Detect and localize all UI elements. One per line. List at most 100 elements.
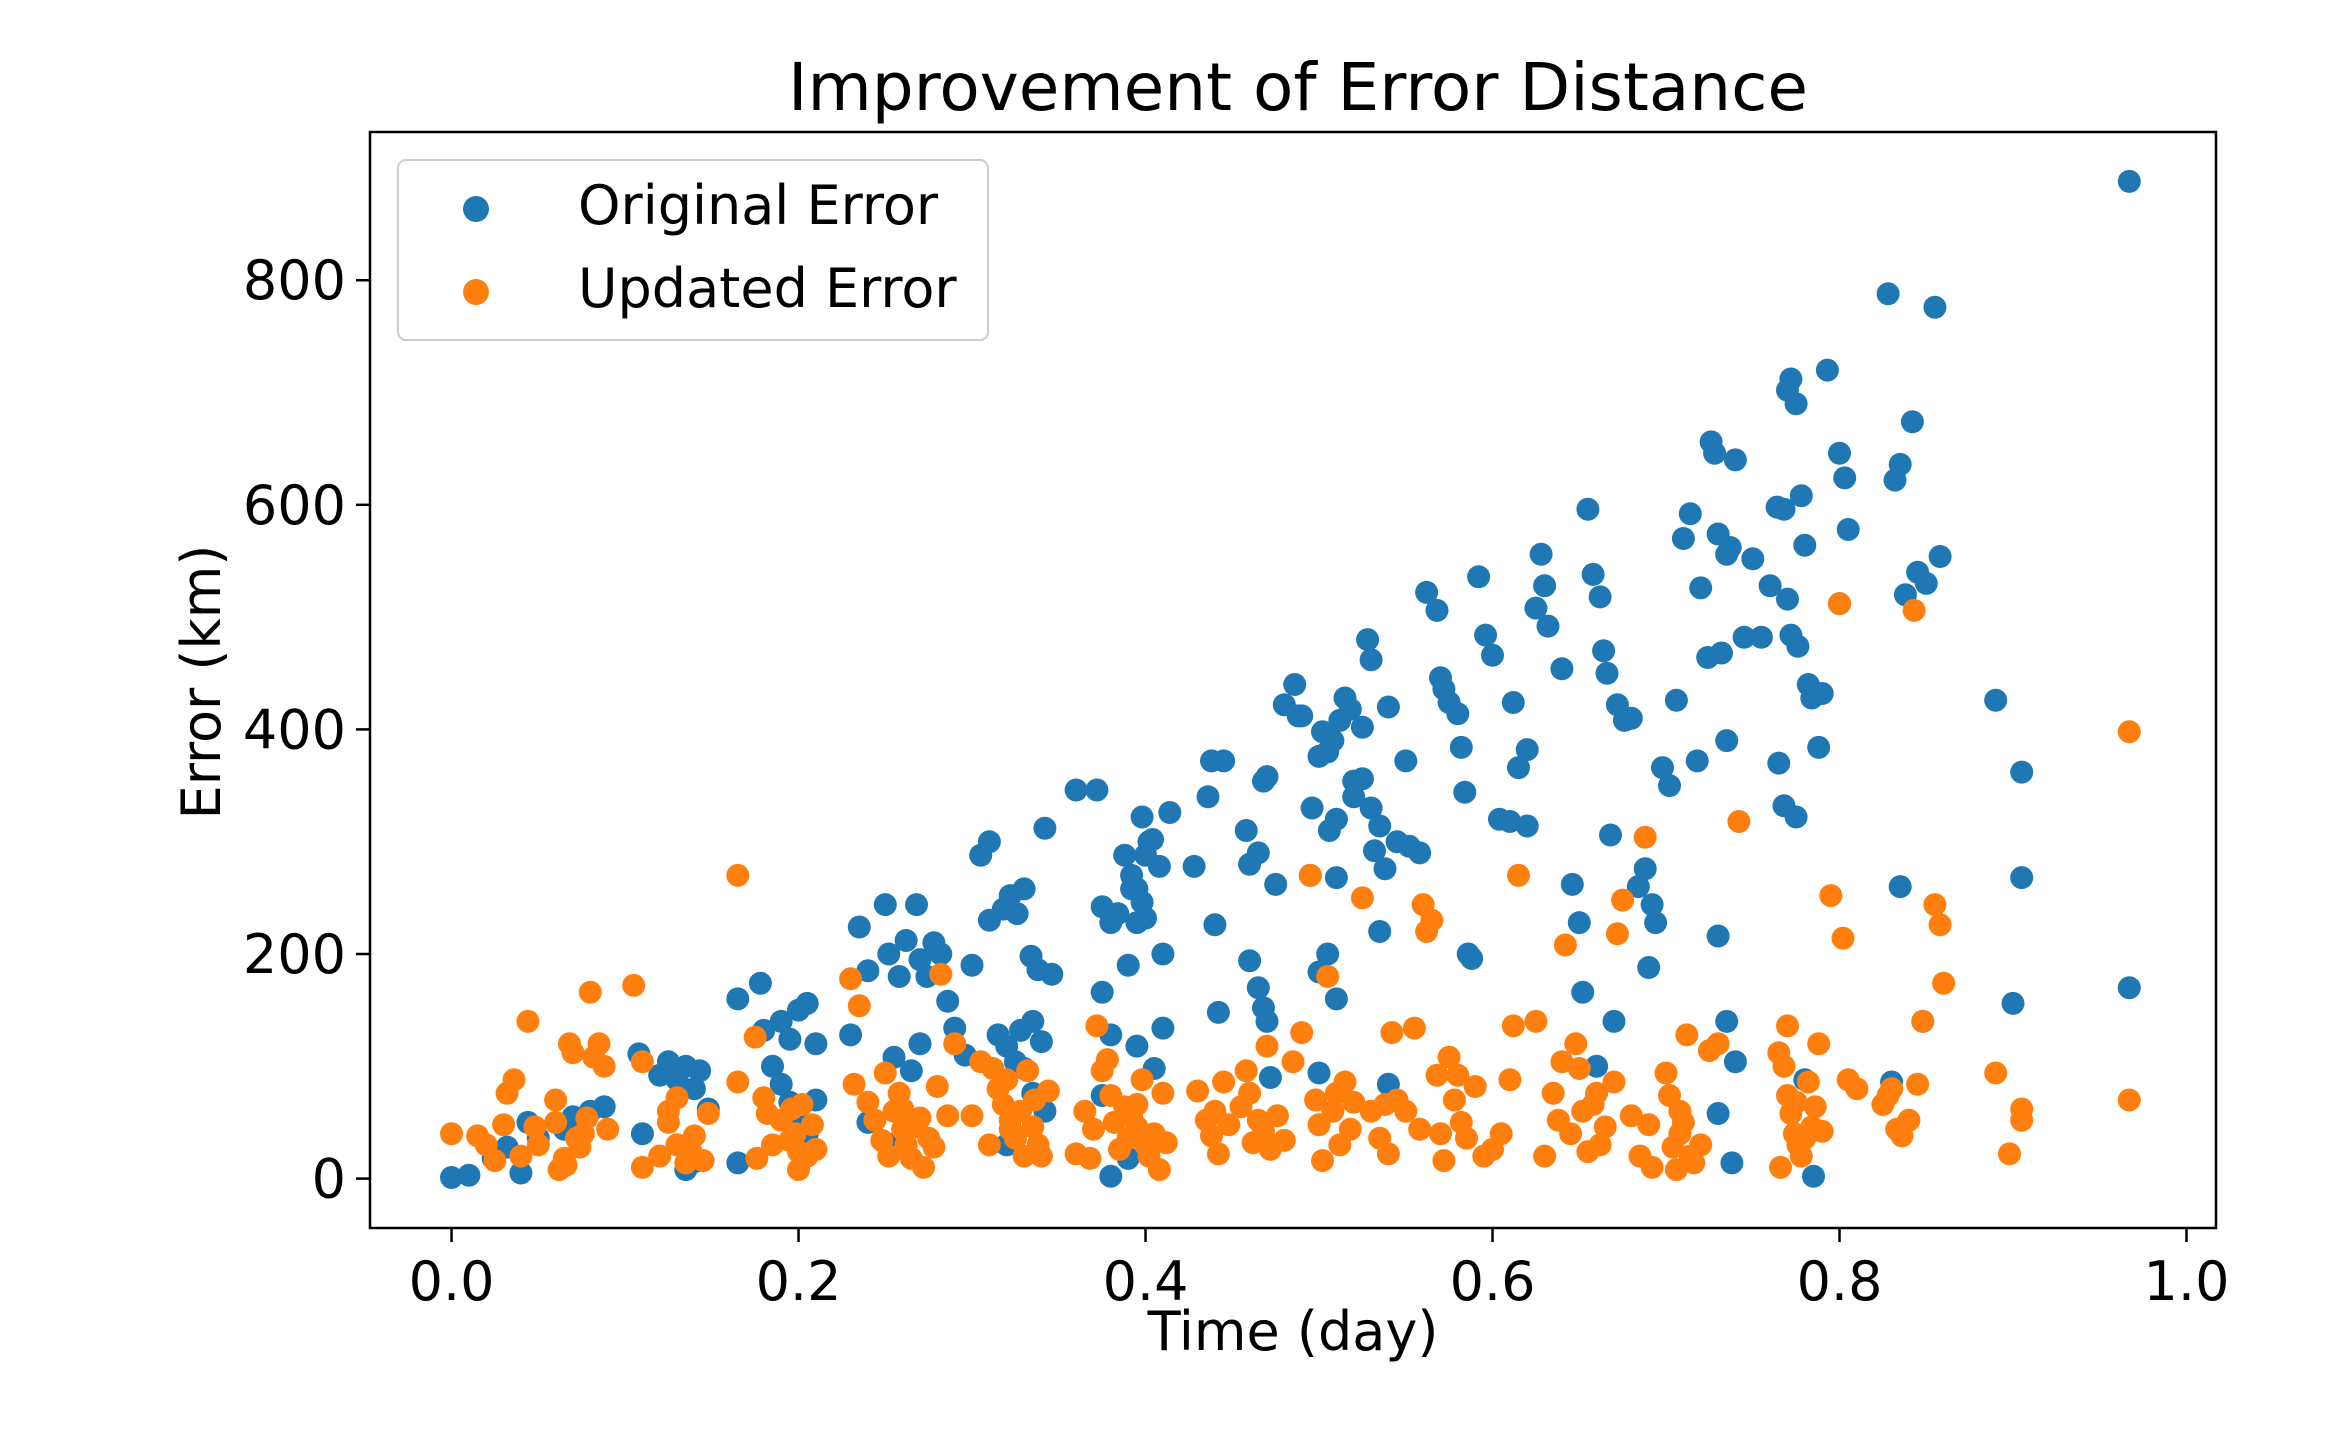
data-point bbox=[1984, 1061, 2008, 1085]
data-point bbox=[1321, 1099, 1345, 1123]
data-point bbox=[1453, 780, 1477, 804]
data-point bbox=[887, 965, 911, 988]
data-point bbox=[1186, 1079, 1210, 1103]
data-point bbox=[1689, 1133, 1713, 1157]
data-point bbox=[1588, 1133, 1612, 1157]
data-point bbox=[1599, 823, 1622, 847]
data-point bbox=[1689, 576, 1713, 600]
data-point bbox=[1776, 1014, 1799, 1038]
data-point bbox=[1283, 673, 1307, 696]
data-point bbox=[1923, 893, 1947, 917]
data-point bbox=[1914, 571, 1938, 595]
data-point bbox=[922, 1135, 946, 1159]
data-point bbox=[1033, 816, 1057, 840]
data-point bbox=[929, 942, 953, 966]
data-point bbox=[2001, 991, 2025, 1015]
x-axis: 0.0 0.2 0.4 0.6 0.8 1.0 bbox=[409, 1228, 2229, 1313]
data-point bbox=[1234, 1059, 1258, 1083]
data-point bbox=[1626, 875, 1650, 899]
data-point bbox=[1706, 924, 1730, 948]
data-point bbox=[1238, 949, 1262, 973]
data-point bbox=[1772, 497, 1796, 521]
data-point bbox=[1498, 1068, 1522, 1092]
data-point bbox=[1524, 596, 1548, 620]
data-point bbox=[587, 1032, 611, 1056]
data-point bbox=[1897, 1108, 1921, 1132]
data-point bbox=[748, 971, 772, 995]
data-point bbox=[1803, 1095, 1827, 1119]
y-axis-label: Error (km) bbox=[170, 545, 233, 820]
data-point bbox=[1507, 863, 1530, 887]
data-point bbox=[1776, 587, 1799, 611]
data-point bbox=[561, 1041, 585, 1065]
data-point bbox=[877, 942, 901, 966]
data-point bbox=[1085, 778, 1109, 802]
data-point bbox=[1265, 1104, 1289, 1128]
data-point bbox=[743, 1025, 767, 1049]
data-point bbox=[1723, 448, 1747, 472]
data-point bbox=[440, 1122, 463, 1146]
data-point bbox=[1529, 542, 1553, 566]
data-point bbox=[578, 980, 602, 1004]
data-point bbox=[1446, 702, 1470, 726]
data-point bbox=[1182, 854, 1206, 878]
data-point bbox=[1437, 1045, 1461, 1069]
data-point bbox=[1429, 1122, 1452, 1146]
data-point bbox=[1255, 765, 1279, 789]
data-point bbox=[1246, 841, 1270, 865]
data-point bbox=[977, 830, 1001, 854]
data-point bbox=[1281, 1050, 1305, 1074]
data-point bbox=[1741, 547, 1765, 571]
data-point bbox=[1515, 814, 1539, 838]
data-point bbox=[800, 1113, 824, 1137]
data-point bbox=[1718, 536, 1742, 559]
data-point bbox=[509, 1161, 533, 1185]
data-point bbox=[592, 1095, 616, 1119]
data-point bbox=[936, 1104, 960, 1128]
data-point bbox=[891, 1097, 915, 1121]
data-point bbox=[1786, 634, 1810, 658]
data-point bbox=[1290, 704, 1314, 728]
data-point bbox=[842, 1072, 866, 1096]
x-tick-label: 0.0 bbox=[409, 1250, 495, 1313]
data-point bbox=[516, 1009, 540, 1033]
data-point bbox=[1715, 1009, 1739, 1033]
data-point bbox=[877, 1144, 901, 1168]
data-point bbox=[1651, 756, 1674, 780]
plot-frame bbox=[368, 130, 2218, 1230]
data-point bbox=[2117, 976, 2141, 1000]
data-point bbox=[1567, 1057, 1591, 1080]
data-point bbox=[1585, 1054, 1609, 1078]
data-point bbox=[1376, 695, 1400, 719]
data-point bbox=[1637, 956, 1661, 979]
data-point bbox=[929, 962, 953, 986]
data-point bbox=[1474, 623, 1498, 647]
data-point bbox=[1576, 497, 1600, 521]
data-point bbox=[1710, 641, 1733, 665]
data-point bbox=[769, 1009, 793, 1033]
data-point bbox=[1321, 729, 1345, 753]
data-point bbox=[1758, 574, 1782, 598]
data-point bbox=[1998, 1142, 2021, 1166]
data-point bbox=[526, 1133, 550, 1157]
data-point bbox=[2117, 720, 2141, 744]
data-point bbox=[726, 1070, 750, 1094]
data-point bbox=[787, 1140, 810, 1164]
data-point bbox=[977, 908, 1001, 932]
data-point bbox=[1749, 625, 1773, 649]
data-point bbox=[1559, 1122, 1583, 1146]
data-point bbox=[1147, 1158, 1171, 1182]
x-tick-label: 0.2 bbox=[756, 1250, 842, 1313]
data-point bbox=[1363, 839, 1386, 863]
data-point bbox=[726, 863, 750, 887]
data-point bbox=[1134, 906, 1157, 930]
data-point bbox=[1255, 1034, 1279, 1058]
data-point bbox=[1900, 410, 1924, 434]
data-point bbox=[1906, 1072, 1930, 1096]
data-point bbox=[596, 1117, 620, 1141]
data-point bbox=[1550, 657, 1574, 681]
data-point bbox=[1125, 1115, 1149, 1139]
data-point bbox=[1234, 819, 1258, 842]
data-point bbox=[1802, 1164, 1825, 1188]
data-point bbox=[1706, 1102, 1730, 1125]
